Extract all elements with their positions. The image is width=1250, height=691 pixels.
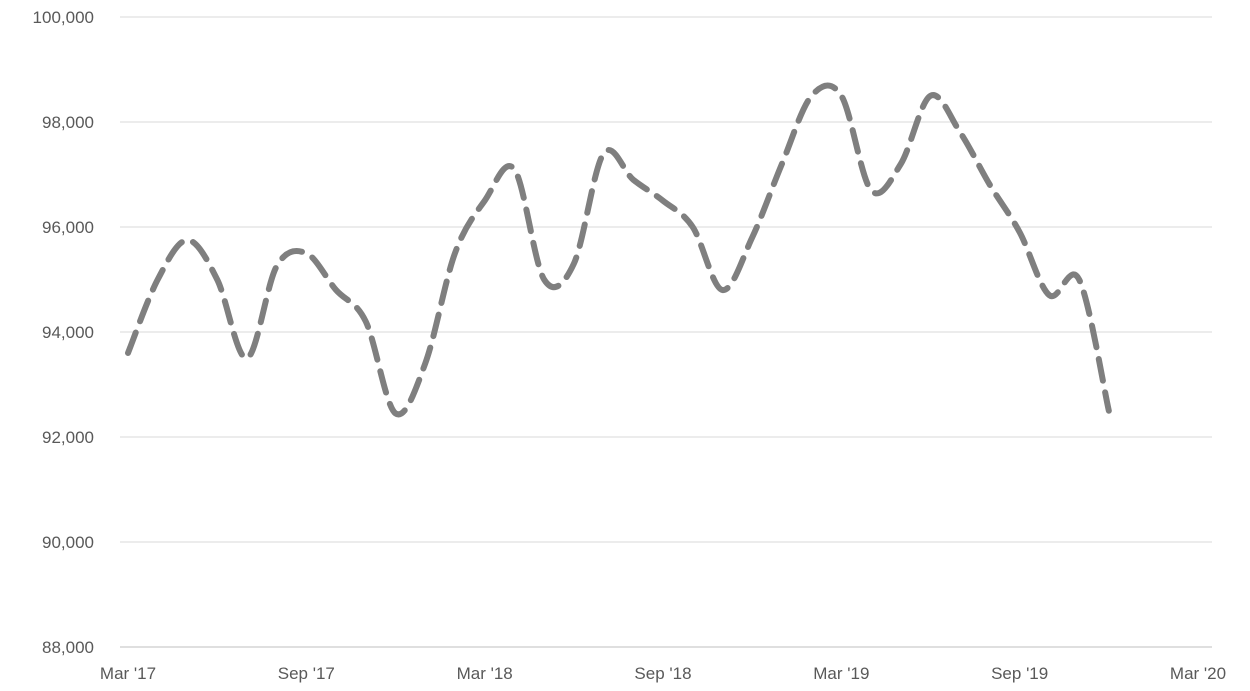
data-point <box>750 236 754 240</box>
data-point <box>839 94 843 98</box>
y-tick-label: 92,000 <box>42 428 94 447</box>
data-point <box>542 278 546 282</box>
data-point <box>869 188 873 192</box>
data-point <box>275 264 279 268</box>
data-point <box>185 238 189 242</box>
data-point <box>1077 278 1081 282</box>
y-tick-label: 90,000 <box>42 533 94 552</box>
y-tick-label: 88,000 <box>42 638 94 657</box>
data-point <box>929 94 933 98</box>
data-point <box>631 178 635 182</box>
series-line <box>125 82 1112 418</box>
data-point <box>453 251 457 255</box>
data-point <box>334 288 338 292</box>
data-point <box>1107 409 1111 413</box>
x-tick-label: Mar '17 <box>100 664 156 683</box>
data-point <box>423 362 427 366</box>
data-point <box>958 131 962 135</box>
data-point <box>1047 293 1051 297</box>
x-axis: Mar '17 Sep '17 Mar '18 Sep '18 Mar '19 Sep '… <box>100 664 1226 683</box>
y-tick-label: 94,000 <box>42 323 94 342</box>
y-tick-label: 98,000 <box>42 113 94 132</box>
data-point <box>156 278 160 282</box>
data-point <box>720 288 724 292</box>
data-point <box>215 278 219 282</box>
x-tick-label: Mar '19 <box>813 664 869 683</box>
x-tick-label: Mar '20 <box>1170 664 1226 683</box>
data-point <box>780 162 784 166</box>
data-point <box>364 320 368 324</box>
gridlines <box>120 16 1212 648</box>
data-point <box>988 183 992 187</box>
x-tick-label: Mar '18 <box>457 664 513 683</box>
data-point <box>1018 230 1022 234</box>
data-point <box>304 251 308 255</box>
series-layer <box>125 82 1112 418</box>
data-point <box>810 94 814 98</box>
data-point <box>126 351 130 355</box>
y-tick-label: 100,000 <box>33 8 94 27</box>
y-axis: 88,000 90,000 92,000 94,000 96,000 98,000 100,… <box>33 8 94 657</box>
data-point <box>483 199 487 203</box>
x-tick-label: Sep '17 <box>278 664 335 683</box>
data-point <box>661 199 665 203</box>
data-point <box>394 411 398 415</box>
data-point <box>602 152 606 156</box>
data-point <box>899 162 903 166</box>
y-tick-label: 96,000 <box>42 218 94 237</box>
data-point <box>572 262 576 266</box>
x-tick-label: Sep '18 <box>634 664 691 683</box>
data-point <box>691 225 695 229</box>
x-tick-label: Sep '19 <box>991 664 1048 683</box>
data-point <box>245 356 249 360</box>
data-point <box>512 167 516 171</box>
